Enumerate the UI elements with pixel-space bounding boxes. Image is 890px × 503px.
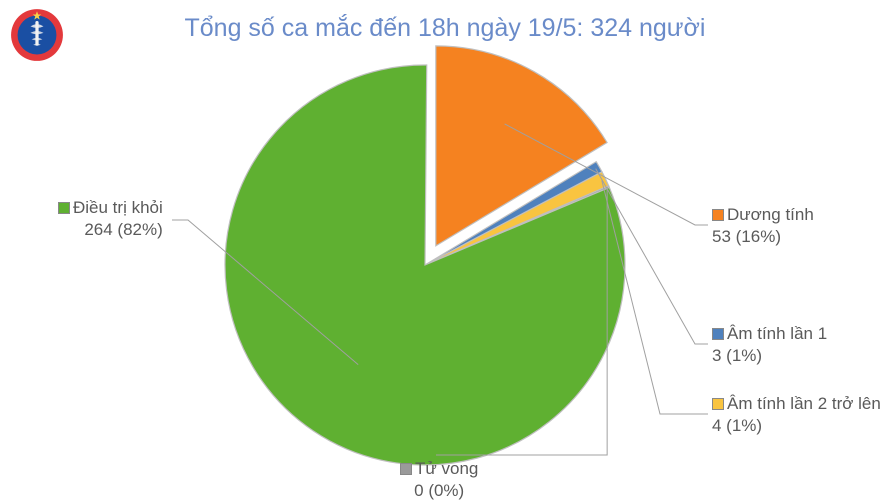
- callout-dieu-tri: Điều trị khỏi 264 (82%): [58, 197, 163, 241]
- pie-chart: [220, 60, 630, 470]
- swatch-dieu-tri: [58, 202, 70, 214]
- label-dieu-tri: Điều trị khỏi: [73, 198, 163, 217]
- label-duong-tinh: Dương tính: [727, 205, 814, 224]
- swatch-am-tinh-2: [712, 398, 724, 410]
- swatch-tu-vong: [400, 463, 412, 475]
- value-dieu-tri: 264 (82%): [58, 219, 163, 241]
- callout-tu-vong: Tử vong 0 (0%): [400, 458, 478, 502]
- value-am-tinh-1: 3 (1%): [712, 345, 827, 367]
- swatch-duong-tinh: [712, 209, 724, 221]
- callout-duong-tinh: Dương tính 53 (16%): [712, 204, 814, 248]
- callout-am-tinh-1: Âm tính lần 1 3 (1%): [712, 323, 827, 367]
- chart-title: Tổng số ca mắc đến 18h ngày 19/5: 324 ng…: [0, 14, 890, 43]
- value-duong-tinh: 53 (16%): [712, 226, 814, 248]
- value-am-tinh-2: 4 (1%): [712, 415, 881, 437]
- swatch-am-tinh-1: [712, 328, 724, 340]
- label-tu-vong: Tử vong: [415, 459, 478, 478]
- label-am-tinh-1: Âm tính lần 1: [727, 324, 827, 343]
- value-tu-vong: 0 (0%): [400, 480, 478, 502]
- callout-am-tinh-2: Âm tính lần 2 trở lên 4 (1%): [712, 393, 881, 437]
- label-am-tinh-2: Âm tính lần 2 trở lên: [727, 394, 881, 413]
